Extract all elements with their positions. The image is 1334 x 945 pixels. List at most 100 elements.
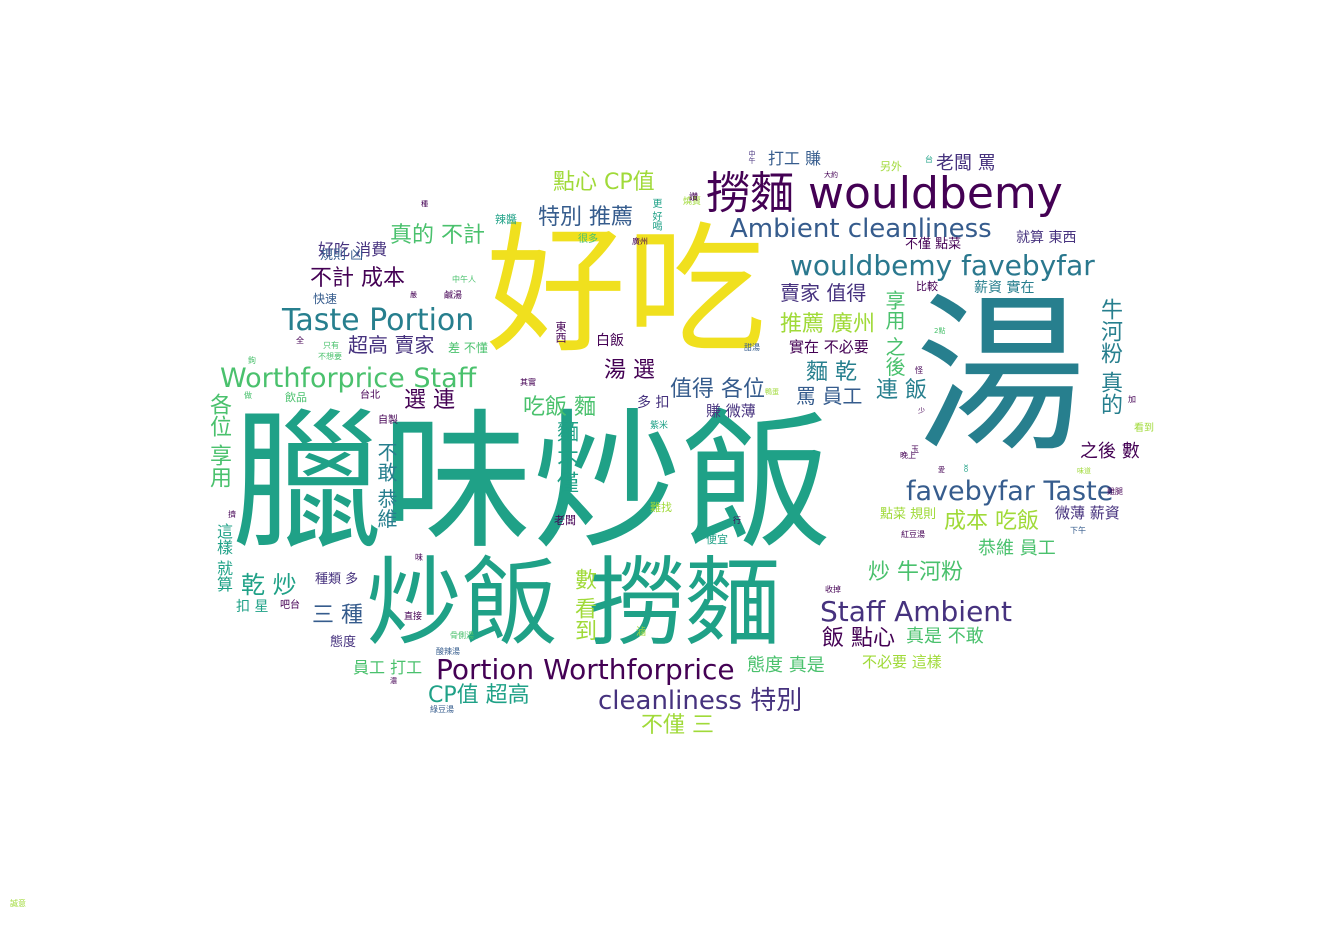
- word-1: 湯: [915, 278, 1086, 476]
- word-119: 讚: [687, 192, 697, 201]
- word-2: 好吃: [486, 210, 767, 373]
- word-89: 綠豆湯: [430, 705, 454, 714]
- word-93: 收掉: [825, 585, 841, 594]
- word-90: 酸辣湯: [436, 647, 460, 656]
- word-40: 乾 炒: [241, 571, 297, 599]
- word-51: 薪資 實在: [974, 280, 1035, 296]
- word-78: 老闆: [554, 514, 576, 527]
- word-97: 差 不懂: [448, 341, 488, 355]
- word-29: 享用 之後: [882, 290, 906, 377]
- word-96: 其實: [520, 378, 536, 387]
- word-60: 態度: [330, 635, 357, 650]
- word-42: 數 看到: [571, 568, 596, 641]
- word-76: 難找: [650, 501, 672, 514]
- word-17: 好吃 消費: [318, 240, 388, 259]
- word-92: 甜湯: [744, 343, 760, 352]
- word-61: 多 扣: [637, 395, 670, 411]
- word-11: Portion Worthforprice: [436, 653, 735, 686]
- word-25: 值得 各位: [670, 377, 765, 402]
- word-19: 超高 賣家: [348, 333, 435, 357]
- word-83: 雞腿: [1107, 487, 1123, 496]
- word-100: 中午: [748, 150, 756, 164]
- word-87: 只有: [323, 341, 339, 350]
- word-57: 這樣 就算: [214, 523, 233, 593]
- word-12: cleanliness 特別: [598, 686, 803, 716]
- word-106: 怪: [915, 366, 923, 375]
- word-56: 點菜 規則: [880, 507, 937, 522]
- word-113: 嚴: [410, 291, 417, 299]
- word-79: 紫米: [650, 421, 669, 431]
- word-118: 滷: [636, 627, 646, 638]
- word-75: 比較: [916, 280, 938, 293]
- word-37: 炒 牛河粉: [868, 560, 963, 585]
- word-9: favebyfar Taste: [906, 476, 1114, 507]
- word-34: 不敢 恭維: [374, 442, 398, 529]
- word-0: 臘味炒飯: [232, 396, 833, 570]
- word-115: 味道: [1077, 467, 1091, 475]
- word-109: 愛: [938, 466, 945, 474]
- word-20: 賣家 值得: [780, 281, 867, 305]
- word-66: 吧台: [280, 600, 300, 611]
- word-13: 點心 CP值: [553, 170, 655, 195]
- word-82: 晚上: [900, 451, 916, 460]
- word-62: 快速: [313, 292, 338, 306]
- word-39: 真是 不敢: [906, 626, 984, 647]
- word-50: 就算 東西: [1016, 230, 1077, 246]
- word-116: 燒賣: [683, 197, 702, 207]
- word-111: xo: [962, 464, 970, 473]
- word-68: 直接: [404, 612, 423, 622]
- word-55: 微薄 薪資: [1055, 504, 1120, 522]
- word-120: 誠意: [10, 899, 26, 908]
- word-27: 連 飯: [876, 378, 927, 403]
- word-107: 少: [918, 407, 925, 415]
- word-117: 鴨蛋: [765, 388, 779, 396]
- word-15: 真的 不計: [390, 223, 485, 248]
- word-23: 選 連: [404, 388, 455, 413]
- word-33: 各位 享用: [206, 393, 231, 488]
- word-4: 撈麵 wouldbemy: [706, 168, 1063, 219]
- word-7: Taste Portion: [282, 303, 475, 338]
- word-102: 鉤: [248, 356, 256, 365]
- word-63: 白飯: [596, 333, 624, 349]
- word-36: 恭維 員工: [978, 538, 1056, 559]
- word-72: 更 好喝: [650, 198, 661, 232]
- word-108: 玉: [911, 445, 919, 454]
- word-47: 不僅 三: [641, 713, 714, 738]
- word-30: 之後 數: [1080, 441, 1140, 462]
- word-85: 下午: [1070, 526, 1086, 535]
- word-110: 2點: [934, 327, 946, 335]
- word-98: 大約: [824, 171, 838, 179]
- word-112: 種: [421, 200, 428, 208]
- word-18: 規則 凶: [320, 248, 364, 263]
- word-48: 老闆 罵: [936, 153, 996, 174]
- word-94: 行: [733, 516, 741, 525]
- word-58: 扣 星: [236, 599, 269, 615]
- word-70: 辣醬: [495, 213, 517, 226]
- word-41: 三 種: [312, 603, 363, 628]
- word-67: 東西: [554, 321, 567, 343]
- word-103: 做: [244, 391, 252, 400]
- word-3: 炒飯 撈麵: [366, 547, 781, 659]
- word-73: 廣州: [632, 237, 648, 246]
- word-86: 中午人: [452, 275, 476, 284]
- word-101: 全: [296, 336, 304, 345]
- word-24: 麵 乾: [806, 360, 857, 385]
- word-105: 加: [1128, 395, 1136, 404]
- word-81: 看到: [1134, 423, 1154, 434]
- word-10: Staff Ambient: [820, 595, 1013, 628]
- word-114: 濃: [390, 677, 397, 685]
- word-35: 成本 吃飯: [944, 509, 1039, 534]
- word-84: 紅豆湯: [901, 530, 925, 539]
- word-22: 湯 選: [604, 358, 655, 383]
- word-26: 罵 員工: [796, 384, 863, 408]
- word-77: 便宜: [706, 533, 728, 546]
- word-44: 不必要 這樣: [862, 653, 942, 671]
- word-69: 鹹湯: [444, 291, 463, 301]
- word-65: 台北: [360, 390, 380, 401]
- word-46: CP值 超高: [428, 683, 530, 708]
- word-43: 態度 真是: [747, 655, 825, 676]
- word-32: 麵 不僅: [553, 420, 578, 493]
- word-45: 員工 打工: [353, 658, 423, 677]
- word-71: 很多: [578, 234, 598, 245]
- word-74: 另外: [880, 160, 902, 173]
